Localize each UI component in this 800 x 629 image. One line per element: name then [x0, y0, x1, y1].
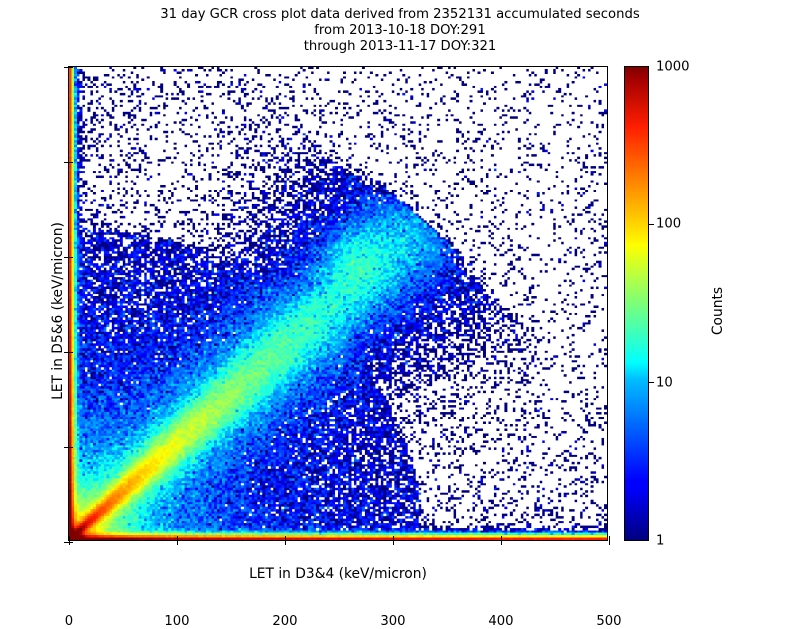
colorbar-tick-mark: [649, 223, 654, 225]
chart-title: 31 day GCR cross plot data derived from …: [0, 7, 800, 55]
y-tick-mark-inner: [69, 351, 73, 353]
colorbar-tick-mark: [649, 382, 654, 384]
x-tick-mark-inner: [392, 536, 394, 540]
colorbar-gradient: [624, 66, 649, 541]
x-tick-label: 200: [272, 614, 298, 629]
x-tick-mark-inner: [608, 536, 610, 540]
y-tick-mark-inner: [69, 541, 73, 543]
y-tick-mark: [64, 256, 69, 258]
x-tick-mark-inner: [500, 536, 502, 540]
x-tick-mark: [500, 540, 502, 545]
y-tick-mark-inner: [69, 66, 73, 68]
x-tick-label: 100: [164, 614, 190, 629]
x-axis-title: LET in D3&4 (keV/micron): [249, 566, 427, 582]
y-tick-mark: [64, 446, 69, 448]
title-line-2: from 2013-10-18 DOY:291: [314, 23, 486, 38]
x-tick-mark-inner: [176, 536, 178, 540]
x-tick-mark-inner: [284, 536, 286, 540]
title-line-3: through 2013-11-17 DOY:321: [303, 39, 497, 54]
x-tick-mark: [284, 540, 286, 545]
colorbar-tick-label: 1000: [656, 59, 690, 74]
colorbar-tick-label: 10: [656, 375, 673, 391]
y-tick-mark: [64, 541, 69, 543]
y-axis-title: LET in D5&6 (keV/micron): [50, 222, 66, 400]
colorbar-title: Counts: [710, 286, 726, 336]
x-tick-mark-inner: [68, 536, 70, 540]
x-tick-label: 300: [380, 614, 406, 629]
x-tick-mark: [608, 540, 610, 545]
y-tick-mark-inner: [69, 256, 73, 258]
y-tick-mark: [64, 66, 69, 68]
x-tick-label: 500: [596, 614, 622, 629]
gcr-cross-plot-figure: 31 day GCR cross plot data derived from …: [0, 7, 800, 629]
y-tick-mark: [64, 161, 69, 163]
x-tick-mark: [68, 540, 70, 545]
x-tick-mark: [392, 540, 394, 545]
y-tick-mark-inner: [69, 446, 73, 448]
plot-area: 01002003004005000100200300400500: [64, 66, 622, 629]
colorbar: 1 10 100 1000: [624, 59, 690, 548]
y-tick-mark-inner: [69, 161, 73, 163]
x-tick-label: 400: [488, 614, 514, 629]
x-tick-mark: [176, 540, 178, 545]
density-scatter-canvas: [69, 67, 607, 540]
y-tick-mark: [64, 351, 69, 353]
title-line-1: 31 day GCR cross plot data derived from …: [160, 7, 640, 22]
colorbar-tick-label: 100: [656, 216, 682, 232]
colorbar-tick-label: 1: [656, 533, 665, 548]
x-tick-label: 0: [64, 614, 74, 629]
